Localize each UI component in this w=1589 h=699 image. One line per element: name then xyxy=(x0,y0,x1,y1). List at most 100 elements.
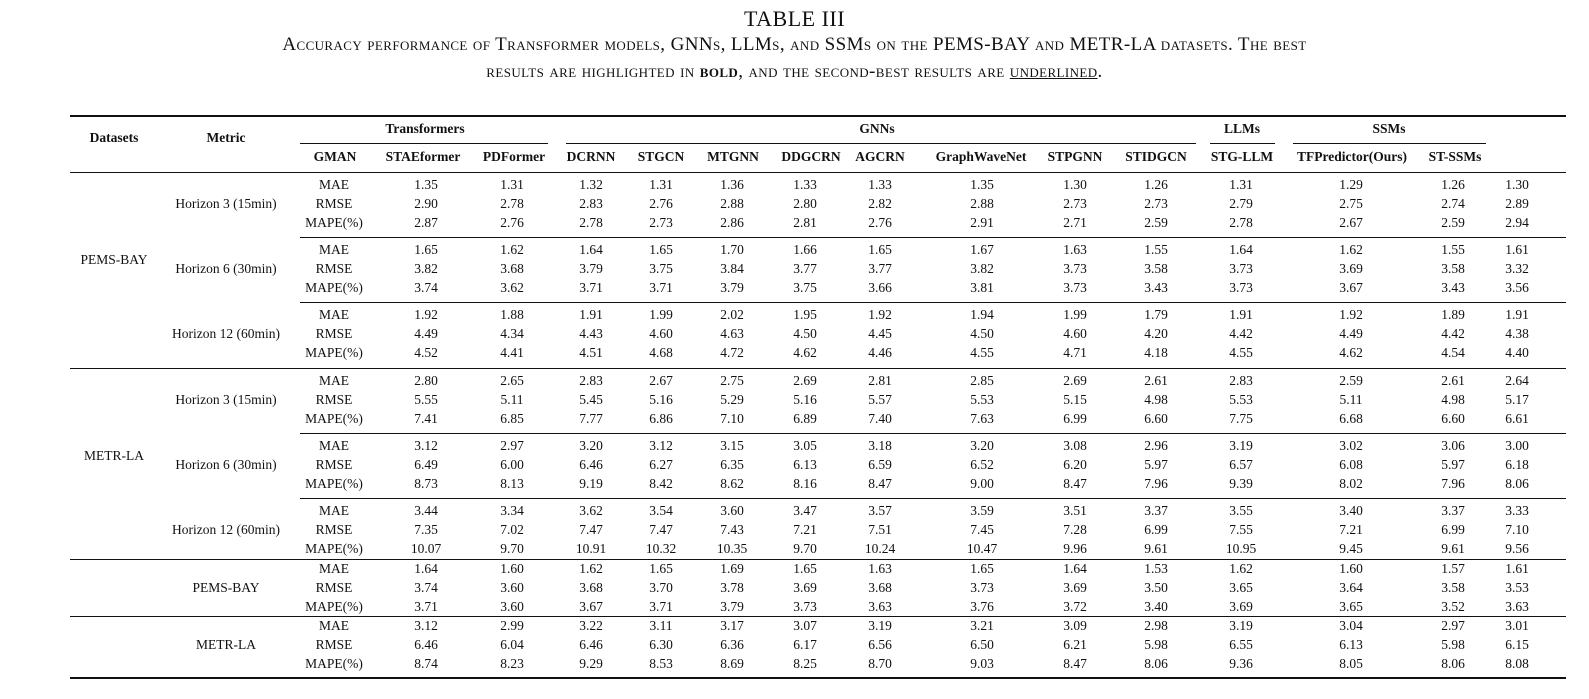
value-cell: 1.63 xyxy=(1063,242,1087,257)
value-cell: 3.79 xyxy=(720,599,744,614)
value-cell: 6.60 xyxy=(1144,411,1168,426)
value-cell: 5.53 xyxy=(1229,392,1253,407)
value-cell: 9.29 xyxy=(579,656,603,671)
value-cell: 3.11 xyxy=(649,618,673,633)
value-cell: 6.46 xyxy=(579,457,603,472)
value-cell: 3.78 xyxy=(720,580,744,595)
value-cell: 3.55 xyxy=(1229,503,1253,518)
value-cell: 3.70 xyxy=(649,580,673,595)
value-cell: 6.85 xyxy=(500,411,524,426)
value-cell: 3.43 xyxy=(1441,280,1465,295)
value-cell: 4.54 xyxy=(1441,345,1465,360)
value-cell: 1.67 xyxy=(970,242,994,257)
metric-label: MAE xyxy=(319,373,349,388)
value-cell: 8.05 xyxy=(1339,656,1363,671)
value-cell: 8.69 xyxy=(720,656,744,671)
model-header: DCRNN xyxy=(566,149,616,164)
value-cell: 1.95 xyxy=(793,307,817,322)
value-cell: 7.02 xyxy=(500,522,524,537)
value-cell: 4.49 xyxy=(1339,326,1363,341)
value-cell: 1.62 xyxy=(500,242,524,257)
value-cell: 4.18 xyxy=(1144,345,1168,360)
value-cell: 4.62 xyxy=(1339,345,1363,360)
value-cell: 5.98 xyxy=(1441,637,1465,652)
value-cell: 2.75 xyxy=(720,373,744,388)
value-cell: 2.71 xyxy=(1063,215,1087,230)
value-cell: 3.52 xyxy=(1441,599,1465,614)
value-cell: 3.06 xyxy=(1441,438,1465,453)
value-cell: 2.73 xyxy=(1144,196,1168,211)
value-cell: 1.91 xyxy=(1505,307,1529,322)
value-cell: 7.40 xyxy=(868,411,892,426)
metric-label: RMSE xyxy=(315,522,353,537)
value-cell: 1.65 xyxy=(793,561,817,576)
value-cell: 5.55 xyxy=(414,392,438,407)
value-cell: 4.62 xyxy=(793,345,817,360)
value-cell: 8.62 xyxy=(720,476,744,491)
value-cell: 8.13 xyxy=(500,476,524,491)
value-cell: 1.33 xyxy=(793,177,817,192)
value-cell: 3.75 xyxy=(649,261,673,276)
value-cell: 9.03 xyxy=(970,656,994,671)
value-cell: 1.63 xyxy=(868,561,892,576)
value-cell: 3.34 xyxy=(500,503,524,518)
value-cell: 7.43 xyxy=(720,522,744,537)
value-cell: 2.81 xyxy=(793,215,817,230)
value-cell: 4.50 xyxy=(793,326,817,341)
value-cell: 2.76 xyxy=(868,215,892,230)
value-cell: 6.17 xyxy=(793,637,817,652)
value-cell: 3.02 xyxy=(1339,438,1363,453)
value-cell: 2.97 xyxy=(500,438,524,453)
value-cell: 7.21 xyxy=(793,522,817,537)
value-cell: 1.64 xyxy=(414,561,438,576)
metric-label: RMSE xyxy=(315,392,353,407)
model-header: STIDGCN xyxy=(1125,149,1187,164)
value-cell: 7.41 xyxy=(414,411,438,426)
value-cell: 4.60 xyxy=(1063,326,1087,341)
value-cell: 9.36 xyxy=(1229,656,1253,671)
block-separator-rule xyxy=(300,302,1566,303)
value-cell: 3.58 xyxy=(1441,580,1465,595)
value-cell: 7.96 xyxy=(1441,476,1465,491)
value-cell: 1.92 xyxy=(414,307,438,322)
metric-label: MAPE(%) xyxy=(305,656,363,671)
value-cell: 8.70 xyxy=(868,656,892,671)
value-cell: 3.12 xyxy=(414,438,438,453)
value-cell: 3.68 xyxy=(500,261,524,276)
value-cell: 3.40 xyxy=(1339,503,1363,518)
value-cell: 3.58 xyxy=(1441,261,1465,276)
value-cell: 8.47 xyxy=(1063,656,1087,671)
group-underline xyxy=(566,143,1196,144)
value-cell: 3.20 xyxy=(579,438,603,453)
value-cell: 1.36 xyxy=(720,177,744,192)
metric-label: MAE xyxy=(319,242,349,257)
value-cell: 5.11 xyxy=(1339,392,1363,407)
value-cell: 3.68 xyxy=(868,580,892,595)
value-cell: 10.95 xyxy=(1225,541,1257,556)
value-cell: 6.68 xyxy=(1339,411,1363,426)
value-cell: 6.20 xyxy=(1063,457,1087,472)
value-cell: 1.92 xyxy=(1339,307,1363,322)
value-cell: 1.64 xyxy=(1063,561,1087,576)
value-cell: 9.56 xyxy=(1505,541,1529,556)
value-cell: 5.16 xyxy=(793,392,817,407)
block-separator-rule xyxy=(70,559,1566,560)
value-cell: 7.47 xyxy=(579,522,603,537)
horizon-label: Horizon 12 (60min) xyxy=(172,522,280,537)
value-cell: 3.56 xyxy=(1505,280,1529,295)
value-cell: 2.59 xyxy=(1144,215,1168,230)
metric-label: RMSE xyxy=(315,261,353,276)
metric-label: MAE xyxy=(319,503,349,518)
value-cell: 3.12 xyxy=(414,618,438,633)
value-cell: 2.78 xyxy=(579,215,603,230)
value-cell: 3.76 xyxy=(970,599,994,614)
value-cell: 1.99 xyxy=(1063,307,1087,322)
value-cell: 3.79 xyxy=(579,261,603,276)
value-cell: 3.22 xyxy=(579,618,603,633)
value-cell: 8.02 xyxy=(1339,476,1363,491)
value-cell: 6.99 xyxy=(1063,411,1087,426)
table-caption-line-2: results are highlighted in bold, and the… xyxy=(0,61,1589,83)
value-cell: 7.21 xyxy=(1339,522,1363,537)
block-separator-rule xyxy=(300,498,1566,499)
horizon-label: Horizon 3 (15min) xyxy=(175,392,277,407)
